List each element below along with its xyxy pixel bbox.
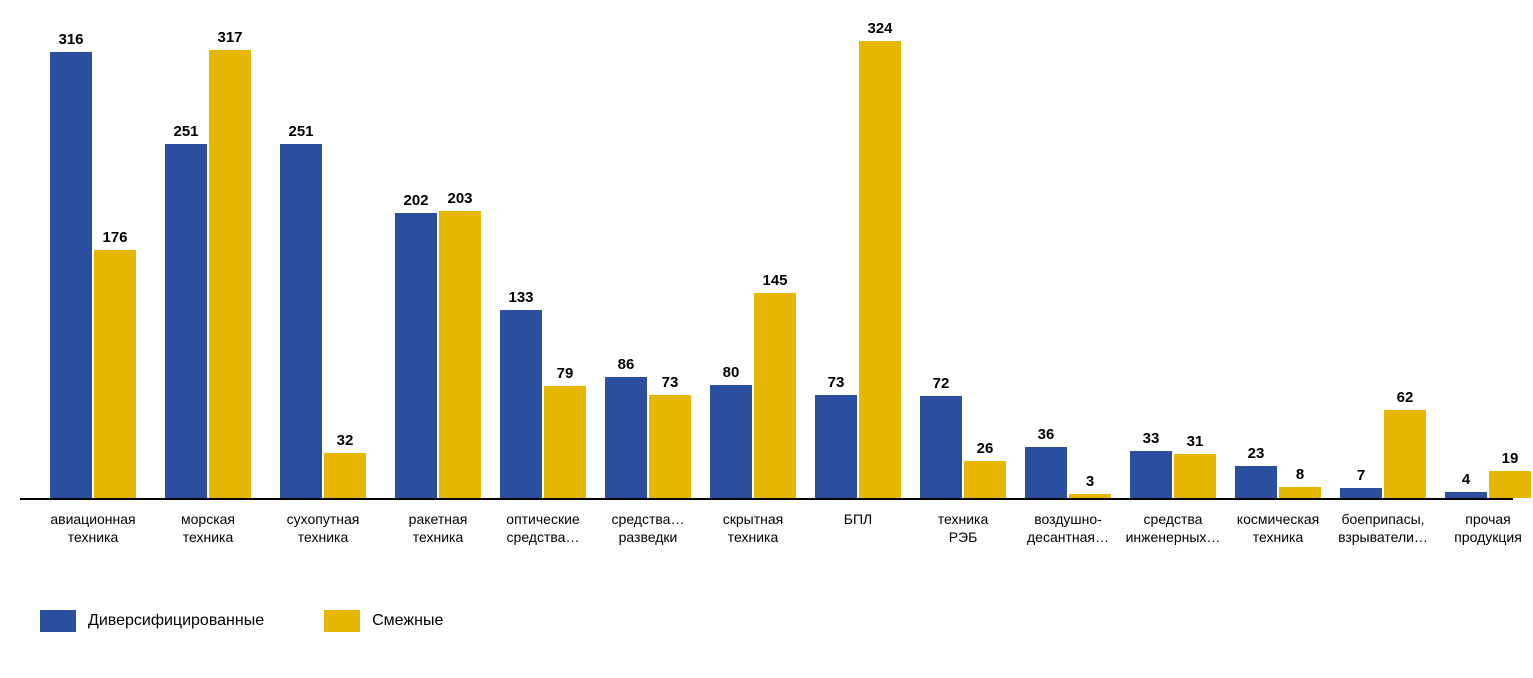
bar: 32 bbox=[324, 453, 366, 498]
bar: 73 bbox=[815, 395, 857, 498]
bar-group: 8673 bbox=[605, 377, 691, 498]
bar-value-label: 251 bbox=[288, 123, 313, 140]
plot-area: 3161762513172513220220313379867380145733… bbox=[20, 20, 1513, 500]
category-label: средства…разведки bbox=[593, 510, 703, 546]
legend-label: Диверсифицированные bbox=[88, 612, 264, 630]
bar-value-label: 4 bbox=[1462, 471, 1470, 488]
bar-group: 7226 bbox=[920, 396, 1006, 498]
category-label: боеприпасы,взрыватели… bbox=[1328, 510, 1438, 546]
category-label: воздушно-десантная… bbox=[1013, 510, 1123, 546]
bar-value-label: 7 bbox=[1357, 467, 1365, 484]
bar-value-label: 324 bbox=[867, 20, 892, 37]
legend-item: Смежные bbox=[324, 610, 443, 632]
category-label: техникаРЭБ bbox=[908, 510, 1018, 546]
bar-group: 13379 bbox=[500, 310, 586, 498]
bar: 3 bbox=[1069, 494, 1111, 498]
bar-value-label: 202 bbox=[403, 192, 428, 209]
bar: 8 bbox=[1279, 487, 1321, 498]
category-label: космическаятехника bbox=[1223, 510, 1333, 546]
bar-value-label: 145 bbox=[762, 272, 787, 289]
bar-value-label: 73 bbox=[662, 374, 679, 391]
x-axis-labels: авиационнаятехникаморскаятехникасухопутн… bbox=[20, 500, 1513, 595]
bar-group: 238 bbox=[1235, 466, 1321, 498]
category-label: сухопутнаятехника bbox=[268, 510, 378, 546]
category-label: прочаяпродукция bbox=[1433, 510, 1533, 546]
category-label: морскаятехника bbox=[153, 510, 263, 546]
bar: 36 bbox=[1025, 447, 1067, 498]
bar-value-label: 80 bbox=[723, 364, 740, 381]
bar-value-label: 31 bbox=[1187, 433, 1204, 450]
legend-label: Смежные bbox=[372, 612, 443, 630]
bar-group: 316176 bbox=[50, 52, 136, 498]
bar: 324 bbox=[859, 41, 901, 498]
category-label: авиационнаятехника bbox=[38, 510, 148, 546]
category-label: оптическиесредства… bbox=[488, 510, 598, 546]
bar: 145 bbox=[754, 293, 796, 498]
bar: 251 bbox=[165, 144, 207, 498]
bar-group: 73324 bbox=[815, 41, 901, 498]
bar-group: 80145 bbox=[710, 293, 796, 498]
bar-group: 419 bbox=[1445, 471, 1531, 498]
bar: 80 bbox=[710, 385, 752, 498]
legend-item: Диверсифицированные bbox=[40, 610, 264, 632]
bar-value-label: 32 bbox=[337, 432, 354, 449]
bar-value-label: 316 bbox=[58, 31, 83, 48]
bar-group: 25132 bbox=[280, 144, 366, 498]
bar-group: 363 bbox=[1025, 447, 1111, 498]
bar-value-label: 251 bbox=[173, 123, 198, 140]
category-label: БПЛ bbox=[803, 510, 913, 528]
category-label: скрытнаятехника bbox=[698, 510, 808, 546]
bar: 62 bbox=[1384, 410, 1426, 498]
bar: 26 bbox=[964, 461, 1006, 498]
bar: 19 bbox=[1489, 471, 1531, 498]
bar: 86 bbox=[605, 377, 647, 498]
bar: 72 bbox=[920, 396, 962, 498]
bar-group: 251317 bbox=[165, 50, 251, 498]
chart-container: 3161762513172513220220313379867380145733… bbox=[0, 0, 1533, 678]
bar-value-label: 26 bbox=[977, 440, 994, 457]
bar: 4 bbox=[1445, 492, 1487, 498]
bar-value-label: 3 bbox=[1086, 473, 1094, 490]
bar-group: 3331 bbox=[1130, 451, 1216, 498]
bar-value-label: 79 bbox=[557, 365, 574, 382]
bar-value-label: 72 bbox=[933, 375, 950, 392]
bar-value-label: 203 bbox=[447, 190, 472, 207]
category-label: ракетнаятехника bbox=[383, 510, 493, 546]
bar: 23 bbox=[1235, 466, 1277, 498]
bar-value-label: 62 bbox=[1397, 389, 1414, 406]
bar: 31 bbox=[1174, 454, 1216, 498]
bar: 176 bbox=[94, 250, 136, 498]
bar: 317 bbox=[209, 50, 251, 498]
bar-value-label: 317 bbox=[217, 29, 242, 46]
bar-value-label: 8 bbox=[1296, 466, 1304, 483]
bar: 73 bbox=[649, 395, 691, 498]
legend-swatch bbox=[324, 610, 360, 632]
bar: 316 bbox=[50, 52, 92, 498]
bar: 203 bbox=[439, 211, 481, 498]
bar-value-label: 36 bbox=[1038, 426, 1055, 443]
bar: 33 bbox=[1130, 451, 1172, 498]
bar: 251 bbox=[280, 144, 322, 498]
bar: 7 bbox=[1340, 488, 1382, 498]
bar-value-label: 133 bbox=[508, 289, 533, 306]
bar-value-label: 23 bbox=[1248, 445, 1265, 462]
legend-swatch bbox=[40, 610, 76, 632]
bar: 79 bbox=[544, 386, 586, 498]
bar-value-label: 73 bbox=[828, 374, 845, 391]
category-label: средстваинженерных… bbox=[1118, 510, 1228, 546]
bar-value-label: 33 bbox=[1143, 430, 1160, 447]
bar-group: 202203 bbox=[395, 211, 481, 498]
bar-group: 762 bbox=[1340, 410, 1426, 498]
bar-value-label: 176 bbox=[102, 229, 127, 246]
bar: 133 bbox=[500, 310, 542, 498]
bar-value-label: 86 bbox=[618, 356, 635, 373]
bar-value-label: 19 bbox=[1502, 450, 1519, 467]
bar: 202 bbox=[395, 213, 437, 498]
legend: Диверсифицированные Смежные bbox=[20, 610, 1513, 632]
